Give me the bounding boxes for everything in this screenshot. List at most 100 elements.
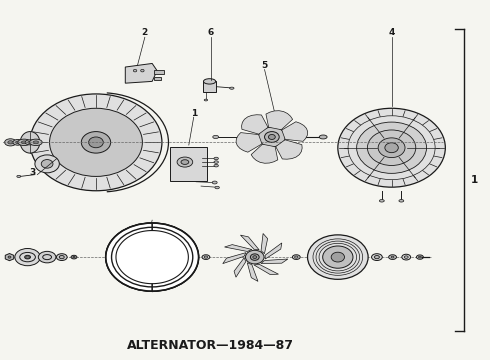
Ellipse shape — [416, 255, 423, 259]
Polygon shape — [224, 244, 252, 251]
Ellipse shape — [204, 99, 208, 101]
Ellipse shape — [181, 160, 189, 165]
Text: 3: 3 — [129, 270, 136, 279]
Polygon shape — [223, 253, 246, 264]
Polygon shape — [266, 111, 293, 130]
Ellipse shape — [212, 181, 217, 184]
Ellipse shape — [30, 94, 162, 191]
Polygon shape — [261, 234, 268, 254]
Ellipse shape — [258, 127, 285, 147]
Ellipse shape — [319, 135, 327, 139]
Text: 1: 1 — [191, 109, 197, 118]
Ellipse shape — [25, 256, 29, 258]
Text: 6: 6 — [208, 28, 214, 37]
Ellipse shape — [203, 79, 216, 84]
Ellipse shape — [399, 199, 404, 202]
Ellipse shape — [133, 69, 137, 72]
Ellipse shape — [73, 256, 75, 258]
Ellipse shape — [204, 256, 208, 258]
Ellipse shape — [385, 143, 398, 153]
Ellipse shape — [59, 256, 64, 259]
Ellipse shape — [56, 254, 67, 261]
Ellipse shape — [230, 87, 234, 89]
Ellipse shape — [331, 252, 344, 262]
Ellipse shape — [404, 256, 408, 258]
Ellipse shape — [368, 130, 416, 166]
Ellipse shape — [81, 132, 111, 153]
Ellipse shape — [8, 141, 13, 144]
Ellipse shape — [357, 122, 426, 174]
Text: 1: 1 — [471, 175, 478, 185]
Ellipse shape — [391, 256, 394, 258]
Polygon shape — [282, 122, 308, 141]
Ellipse shape — [15, 248, 40, 266]
Polygon shape — [261, 259, 288, 264]
Polygon shape — [106, 223, 152, 291]
Ellipse shape — [402, 254, 411, 260]
Ellipse shape — [106, 223, 198, 291]
Text: 5: 5 — [262, 61, 268, 70]
Ellipse shape — [245, 250, 264, 264]
Text: 3: 3 — [29, 168, 36, 177]
Ellipse shape — [49, 108, 143, 176]
Ellipse shape — [378, 138, 405, 158]
Ellipse shape — [13, 139, 23, 145]
Circle shape — [41, 159, 53, 168]
Polygon shape — [247, 263, 258, 282]
Polygon shape — [276, 140, 302, 159]
Polygon shape — [203, 81, 216, 92]
Ellipse shape — [250, 254, 259, 260]
Ellipse shape — [89, 137, 103, 148]
Ellipse shape — [214, 157, 219, 160]
Ellipse shape — [4, 139, 16, 146]
Ellipse shape — [323, 246, 353, 268]
Ellipse shape — [43, 255, 51, 260]
Polygon shape — [251, 144, 278, 163]
Circle shape — [35, 155, 59, 173]
Ellipse shape — [16, 141, 20, 144]
Ellipse shape — [389, 255, 396, 260]
Polygon shape — [241, 235, 259, 250]
Polygon shape — [5, 253, 14, 261]
Ellipse shape — [20, 132, 40, 153]
Ellipse shape — [24, 255, 30, 259]
Ellipse shape — [374, 256, 379, 259]
Polygon shape — [152, 223, 198, 291]
Ellipse shape — [371, 254, 382, 261]
Ellipse shape — [418, 256, 421, 258]
Ellipse shape — [293, 255, 300, 260]
Bar — [171, 147, 207, 181]
Ellipse shape — [214, 161, 219, 163]
Ellipse shape — [294, 256, 298, 258]
Ellipse shape — [71, 255, 77, 259]
Ellipse shape — [269, 134, 275, 139]
Ellipse shape — [308, 235, 368, 279]
Text: ALTERNATOR—1984—87: ALTERNATOR—1984—87 — [127, 339, 294, 352]
Ellipse shape — [112, 227, 193, 287]
Ellipse shape — [8, 256, 11, 258]
Ellipse shape — [379, 199, 384, 202]
Ellipse shape — [265, 132, 279, 142]
Ellipse shape — [25, 140, 35, 145]
Ellipse shape — [177, 157, 193, 167]
Text: 4: 4 — [389, 28, 395, 37]
Ellipse shape — [338, 108, 445, 187]
Ellipse shape — [253, 256, 257, 258]
Bar — [154, 77, 161, 80]
Bar — [154, 70, 164, 74]
Ellipse shape — [28, 141, 32, 144]
Polygon shape — [242, 115, 268, 134]
Ellipse shape — [141, 69, 144, 72]
Ellipse shape — [21, 141, 27, 144]
Polygon shape — [234, 258, 246, 277]
Ellipse shape — [33, 141, 39, 144]
Polygon shape — [265, 243, 282, 259]
Polygon shape — [254, 264, 278, 275]
Text: 2: 2 — [142, 28, 148, 37]
Ellipse shape — [213, 135, 219, 139]
Ellipse shape — [29, 139, 42, 145]
Polygon shape — [125, 63, 157, 83]
Ellipse shape — [215, 186, 220, 189]
Ellipse shape — [17, 175, 21, 177]
Polygon shape — [236, 132, 262, 152]
